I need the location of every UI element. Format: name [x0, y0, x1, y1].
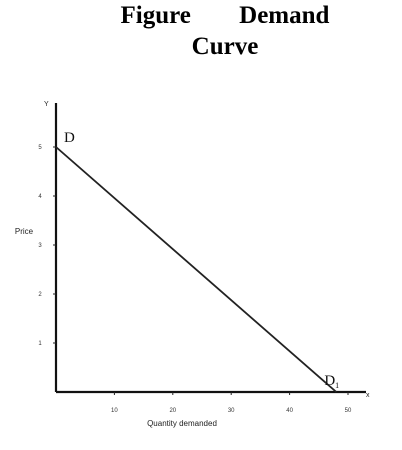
chart-title: Figure Demand Curve: [60, 0, 390, 62]
curve-label-d: D: [64, 130, 75, 146]
y-tick-label: 1: [38, 341, 42, 347]
x-tick-label: 50: [345, 408, 352, 414]
y-tick-label: 5: [38, 145, 42, 151]
y-axis-end-label: Y: [44, 101, 49, 108]
y-tick-label: 3: [38, 243, 42, 249]
series-group: [55, 146, 337, 393]
axes: Y x: [44, 101, 370, 399]
x-axis-end-label: x: [366, 392, 370, 399]
x-tick-label: 20: [169, 408, 176, 414]
y-tick-label: 2: [38, 292, 42, 298]
x-tick-label: 10: [111, 408, 118, 414]
y-tick-label: 4: [38, 194, 42, 200]
x-axis-label: Quantity demanded: [147, 419, 217, 428]
title-word-curve: Curve: [191, 33, 259, 60]
x-ticks: 10 20 30 40 50: [111, 392, 352, 414]
title-word-figure: Figure: [120, 2, 191, 29]
title-word-demand: Demand: [239, 2, 330, 29]
curve-label-d1: D1: [324, 373, 339, 390]
x-tick-label: 30: [228, 408, 235, 414]
demand-curve-line: [55, 146, 337, 393]
y-axis-label: Price: [15, 227, 34, 236]
x-tick-label: 40: [286, 408, 293, 414]
y-ticks: 1 2 3 4 5: [38, 145, 56, 347]
annotations: D D1: [64, 130, 339, 390]
